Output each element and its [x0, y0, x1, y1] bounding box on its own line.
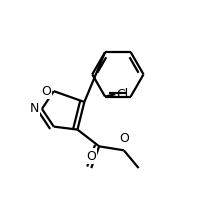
Text: O: O: [41, 85, 51, 98]
Text: O: O: [86, 150, 96, 163]
Text: N: N: [30, 102, 39, 115]
Text: O: O: [119, 132, 129, 145]
Text: Cl: Cl: [116, 88, 128, 101]
